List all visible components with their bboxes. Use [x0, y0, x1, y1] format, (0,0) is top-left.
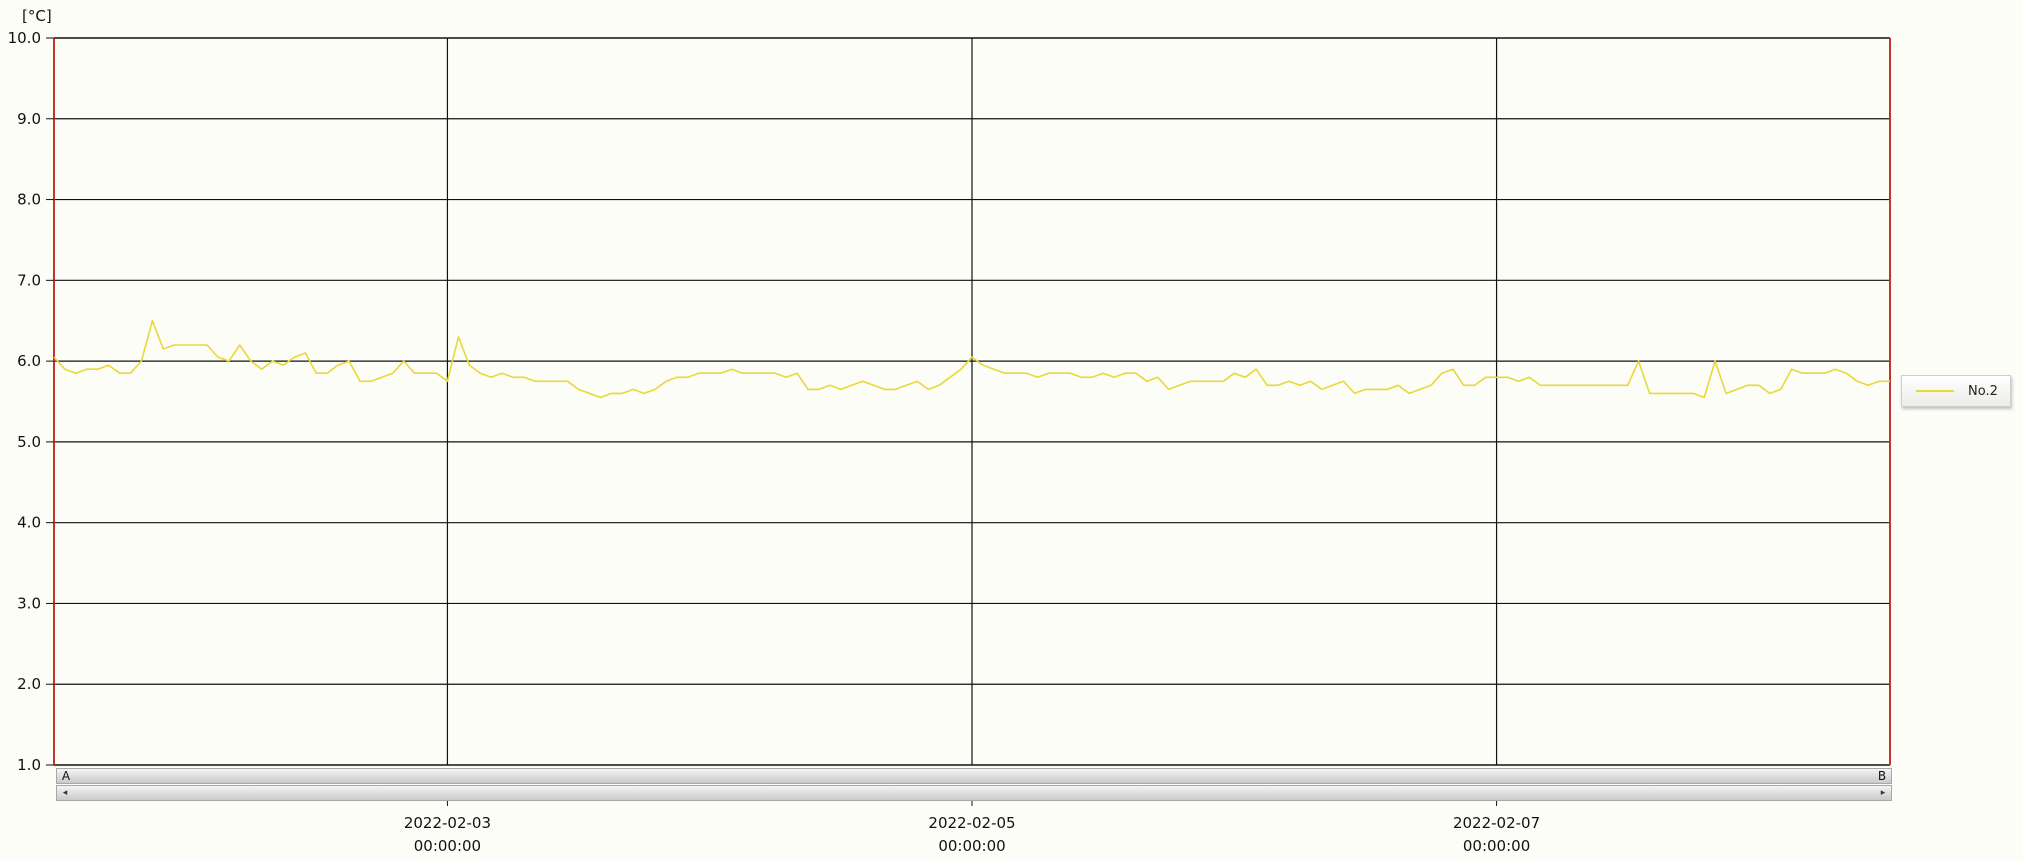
grid [53, 37, 1891, 766]
scrollbar-b-label: B [1877, 769, 1887, 783]
scroll-left-arrow-icon[interactable]: ◂ [62, 788, 68, 798]
x-axis: 2022-02-03 00:00:00 2022-02-05 00:00:00 2022… [404, 798, 1540, 855]
x-tick-date: 2022-02-03 [404, 814, 491, 832]
y-tick-label: 4.0 [17, 514, 41, 532]
y-unit-label: [°C] [22, 7, 52, 25]
y-tick-label: 7.0 [17, 271, 41, 289]
y-tick-label: 1.0 [17, 756, 41, 774]
y-tick-label: 8.0 [17, 191, 41, 209]
y-tick-label: 3.0 [17, 594, 41, 612]
x-tick-time: 00:00:00 [938, 837, 1005, 855]
scrollbar-a-label: A [61, 769, 71, 783]
x-tick-date: 2022-02-07 [1453, 814, 1540, 832]
scrollbar-a[interactable]: A B [56, 768, 1892, 784]
y-tick-label: 5.0 [17, 433, 41, 451]
x-tick-date: 2022-02-05 [928, 814, 1015, 832]
legend-label: No.2 [1968, 383, 1998, 399]
series-line-No.2 [53, 319, 1890, 399]
x-tick-time: 00:00:00 [414, 837, 481, 855]
scrollbar-time[interactable]: ◂ ▸ [56, 785, 1892, 801]
y-tick-label: 10.0 [8, 29, 41, 47]
legend: No.2 [1901, 375, 2011, 407]
scroll-right-arrow-icon[interactable]: ▸ [1880, 788, 1886, 798]
series-layer [53, 319, 1890, 399]
y-tick-label: 2.0 [17, 675, 41, 693]
y-tick-label: 9.0 [17, 110, 41, 128]
y-axis: 10.0 9.0 8.0 7.0 6.0 5.0 4.0 3.0 2.0 1.0 [8, 29, 54, 774]
legend-swatch [1916, 390, 1954, 392]
x-tick-time: 00:00:00 [1463, 837, 1530, 855]
y-tick-label: 6.0 [17, 352, 41, 370]
